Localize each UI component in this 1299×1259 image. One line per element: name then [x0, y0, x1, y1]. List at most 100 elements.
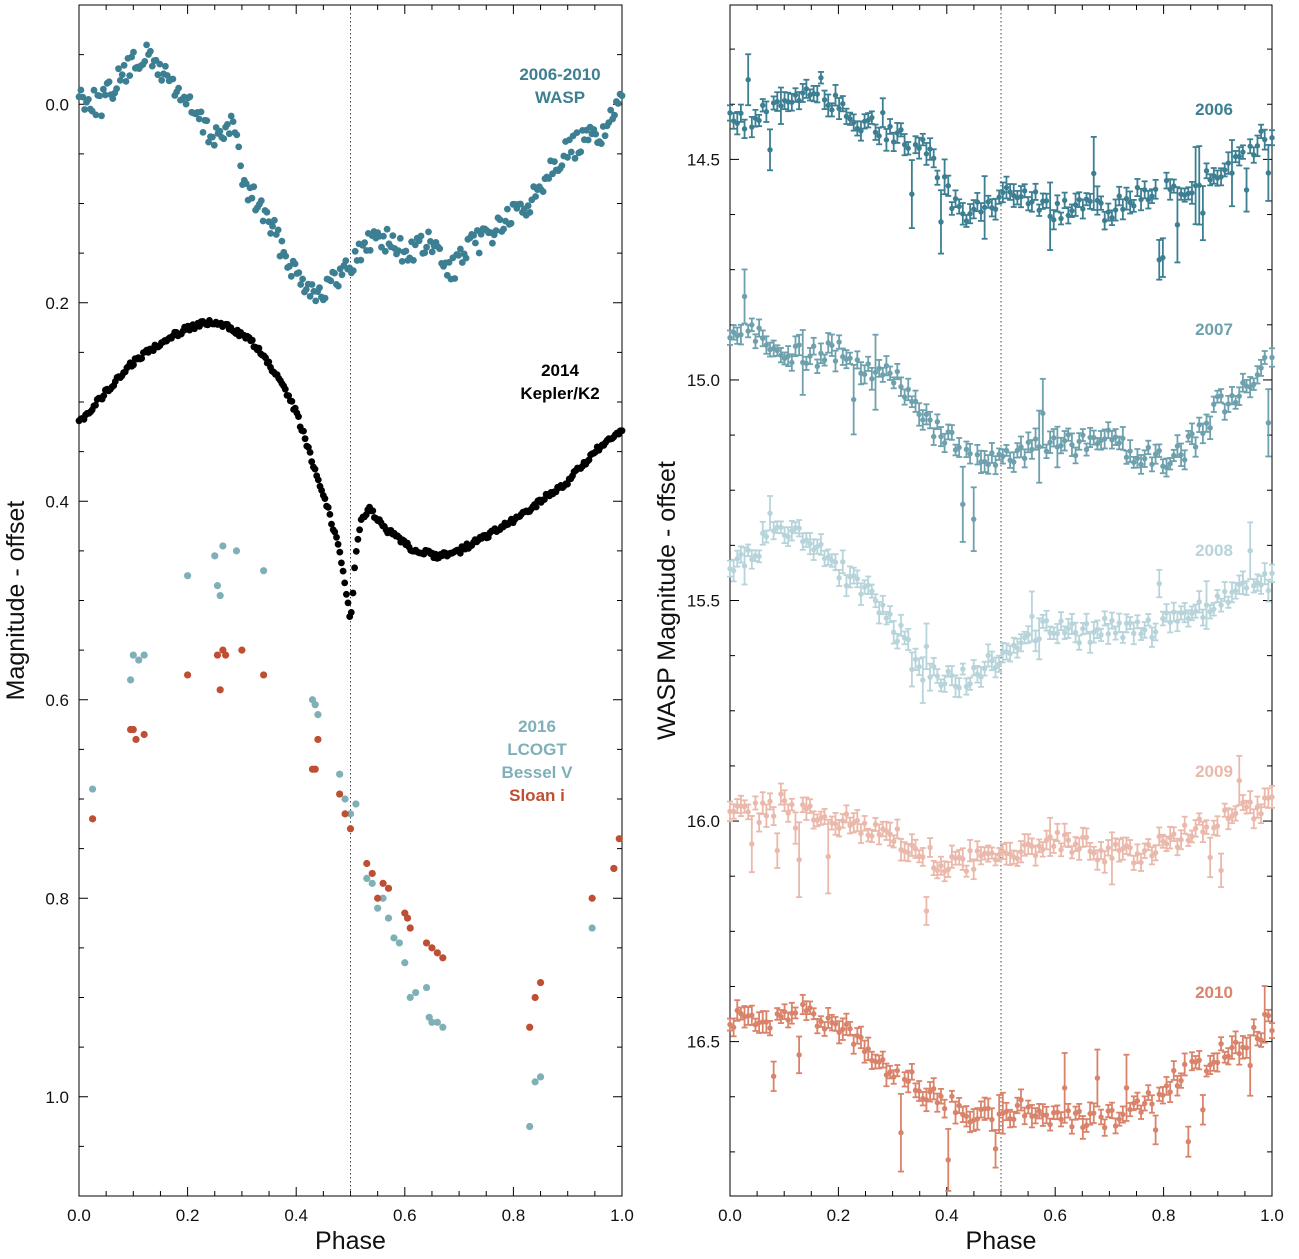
- wasp-point: [269, 222, 276, 230]
- wasp-point: [282, 252, 290, 260]
- data-point: [883, 137, 890, 143]
- data-point: [1222, 409, 1228, 415]
- data-point: [901, 394, 908, 400]
- data-point: [883, 1072, 890, 1078]
- data-point: [1214, 1059, 1221, 1066]
- data-point: [963, 868, 970, 874]
- data-point: [749, 841, 755, 847]
- data-point: [850, 572, 857, 579]
- data-point: [963, 683, 970, 690]
- wasp-point: [500, 225, 507, 233]
- year-label: 2008: [1195, 541, 1233, 560]
- data-point: [894, 826, 901, 832]
- data-point: [1072, 202, 1079, 208]
- data-point: [1269, 135, 1275, 141]
- data-point: [1229, 1044, 1235, 1051]
- data-point: [905, 849, 911, 856]
- data-point: [1138, 461, 1144, 468]
- wasp-point: [287, 272, 295, 280]
- data-point: [1254, 804, 1261, 810]
- data-point: [876, 133, 882, 139]
- data-point: [821, 97, 828, 103]
- data-point: [730, 567, 737, 574]
- y-tick-label: 15.5: [687, 592, 720, 611]
- data-point: [1145, 444, 1152, 451]
- lcogt_i-point: [384, 884, 393, 892]
- wasp-point: [539, 188, 547, 196]
- data-point: [890, 838, 897, 845]
- data-point: [1109, 215, 1115, 221]
- data-point: [923, 151, 930, 157]
- data-point: [898, 622, 904, 628]
- data-point: [807, 1005, 813, 1011]
- data-point: [756, 117, 762, 124]
- wasp-point: [567, 148, 575, 156]
- data-point: [1192, 444, 1199, 450]
- wasp-point: [455, 252, 462, 259]
- wasp-point: [175, 84, 183, 92]
- data-point: [1098, 1114, 1104, 1120]
- kepler-point: [339, 567, 347, 575]
- data-point: [869, 114, 875, 121]
- data-point: [1047, 439, 1053, 445]
- data-point: [1021, 188, 1028, 194]
- data-point: [945, 1157, 951, 1163]
- data-point: [749, 1012, 755, 1019]
- data-point: [901, 141, 908, 148]
- data-point: [971, 866, 977, 872]
- lcogt_v-point: [390, 934, 398, 942]
- data-point: [730, 1024, 737, 1031]
- data-point: [774, 98, 780, 105]
- wasp-point: [496, 216, 504, 224]
- lcogt_i-series: [88, 646, 623, 1031]
- data-point: [847, 116, 853, 122]
- kepler-point: [92, 401, 99, 409]
- data-point: [821, 357, 828, 363]
- data-point: [974, 848, 981, 854]
- wasp-point: [532, 193, 539, 200]
- data-point: [1047, 1121, 1053, 1128]
- kepler-point: [369, 507, 377, 515]
- x-tick-label: 0.8: [502, 1206, 526, 1225]
- data-point: [1243, 804, 1250, 810]
- data-point: [1254, 143, 1261, 149]
- data-point: [1243, 187, 1250, 193]
- wasp-point: [118, 71, 126, 79]
- lcogt_i-point: [379, 879, 387, 887]
- data-point: [992, 664, 999, 671]
- data-point: [832, 1021, 839, 1027]
- data-point: [1218, 1041, 1224, 1047]
- data-point: [1174, 222, 1181, 228]
- lcogt_v-point: [588, 924, 596, 932]
- data-point: [778, 791, 784, 797]
- wasp-point: [611, 111, 618, 119]
- data-point: [1189, 431, 1195, 437]
- y-axis-title: Magnitude - offset: [2, 501, 30, 701]
- data-point: [1065, 625, 1071, 632]
- data-point: [858, 128, 864, 134]
- data-point: [752, 338, 759, 344]
- data-point: [894, 638, 901, 644]
- kepler-series: [75, 317, 626, 620]
- wasp-point: [357, 256, 365, 264]
- data-point: [1123, 195, 1130, 202]
- data-point: [1149, 852, 1155, 859]
- data-point: [945, 183, 951, 189]
- data-point: [916, 411, 922, 418]
- lcogt_i-point: [439, 954, 447, 962]
- lcogt_v-point: [213, 582, 222, 590]
- data-point: [1214, 593, 1221, 599]
- lcogt_v-point: [536, 1073, 545, 1081]
- wasp-point: [237, 162, 245, 170]
- data-point: [1156, 580, 1162, 587]
- wasp-point: [396, 234, 404, 242]
- data-point: [792, 825, 799, 831]
- data-point: [981, 458, 988, 465]
- lcogt_i-point: [216, 686, 224, 694]
- data-point: [992, 462, 999, 468]
- left-panel: 0.0 0.2 0.4 0.6 0.8 1.0 0.0 0.2 0.4 0.6 0.8 1.0 Phas…: [2, 4, 634, 1255]
- data-point: [810, 1011, 817, 1017]
- wasp-point: [113, 85, 120, 93]
- data-point: [1029, 613, 1035, 620]
